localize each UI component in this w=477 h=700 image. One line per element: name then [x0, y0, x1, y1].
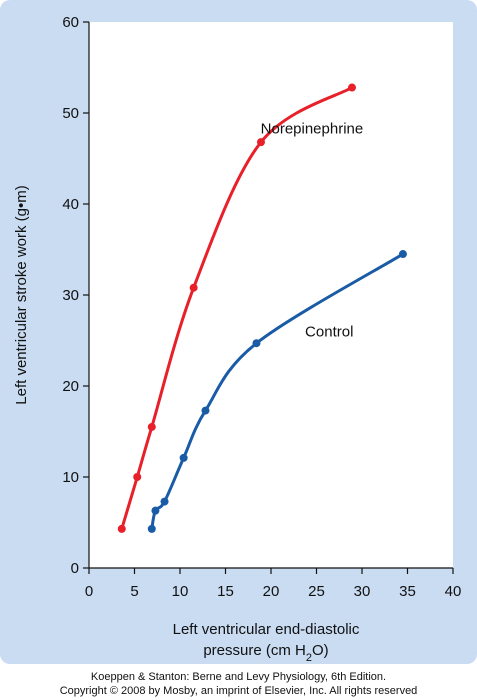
x-tick-label: 40 [445, 583, 462, 600]
data-point [201, 406, 210, 415]
data-point [151, 506, 160, 515]
x-axis-title-line2: pressure (cm H2O) [203, 642, 328, 664]
data-point [347, 83, 356, 92]
y-tick-label: 40 [62, 196, 79, 213]
data-point [117, 524, 126, 533]
data-point [133, 473, 142, 481]
y-tick-label: 50 [62, 105, 79, 122]
plot-area [89, 22, 453, 568]
y-axis-title: Left ventricular stroke work (g•m) [13, 185, 30, 404]
data-point [160, 497, 169, 506]
y-tick-label: 10 [62, 469, 79, 486]
x-tick-label: 35 [399, 583, 416, 600]
x-axis-title-subscript: 2 [306, 652, 312, 664]
series-norepinephrine: Norepinephrine [117, 83, 364, 533]
y-tick-label: 60 [62, 14, 79, 31]
data-point [179, 453, 188, 462]
y-tick-label: 30 [62, 287, 79, 304]
x-axis-title-line1: Left ventricular end-diastolic [173, 621, 360, 638]
data-point [147, 422, 156, 431]
x-tick-label: 0 [85, 583, 93, 600]
y-tick-label: 20 [62, 378, 79, 395]
line-chart: 0 10 20 30 40 50 60 0 5 10 15 20 25 30 35 40 Norepineph… [13, 14, 462, 664]
series-label: Norepinephrine [261, 120, 364, 137]
credit-line-2: Copyright © 2008 by Mosby, an imprint of… [59, 685, 418, 697]
credit-line-1: Koeppen & Stanton: Berne and Levy Physio… [90, 671, 387, 683]
data-point [189, 283, 198, 292]
data-point [147, 524, 156, 533]
x-tick-label: 20 [263, 583, 280, 600]
series-label: Control [305, 323, 353, 340]
x-tick-label: 25 [308, 583, 325, 600]
y-tick-label: 0 [71, 560, 79, 577]
copyright-credit: Koeppen & Stanton: Berne and Levy Physio… [0, 670, 477, 698]
data-point [252, 339, 261, 348]
x-axis-title-post: O) [312, 642, 329, 659]
x-tick-label: 30 [354, 583, 371, 600]
data-point [398, 250, 407, 259]
x-axis-title-pre: pressure (cm H [203, 642, 306, 659]
series-control: Control [147, 250, 407, 533]
x-tick-label: 5 [130, 583, 138, 600]
data-point [256, 138, 265, 147]
x-tick-label: 15 [217, 583, 234, 600]
x-tick-label: 10 [172, 583, 189, 600]
